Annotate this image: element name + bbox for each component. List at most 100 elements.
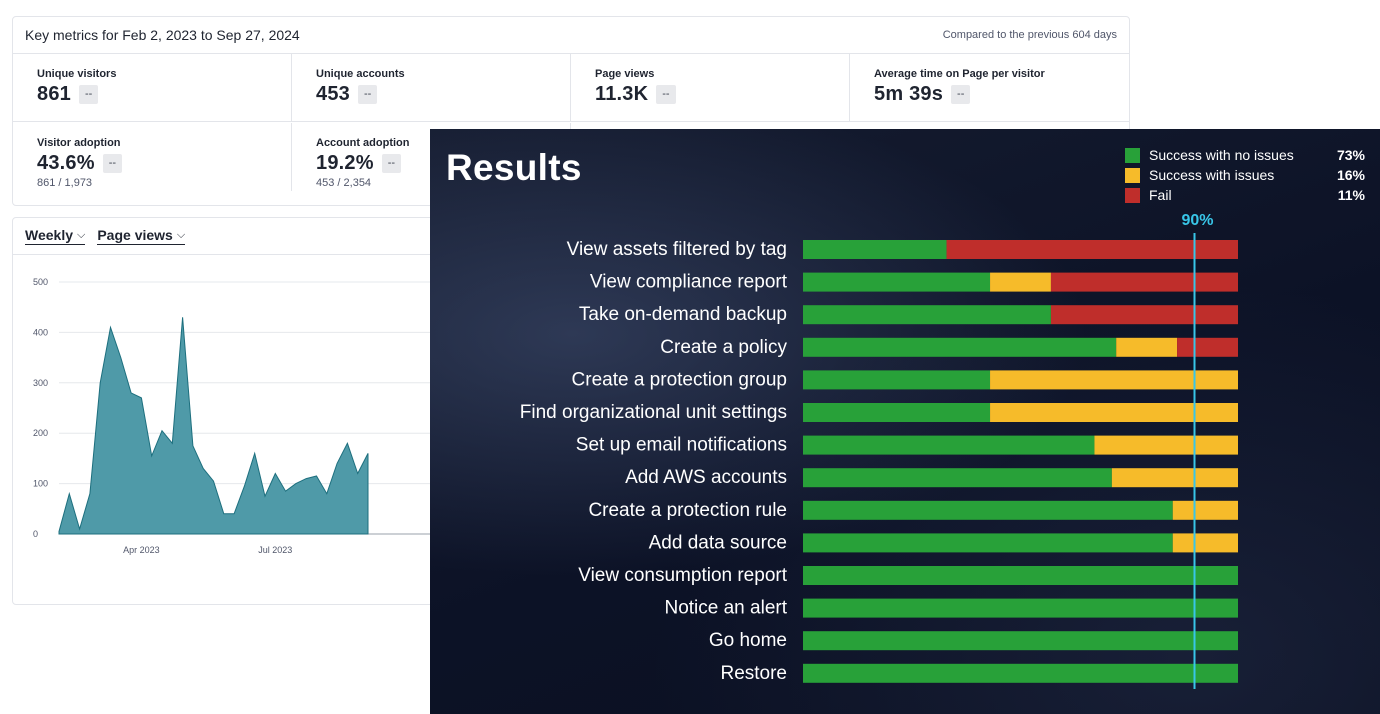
metric-account-adoption: Account adoption 19.2% -- 453 / 2,354 (292, 123, 571, 191)
metric-value: 5m 39s (874, 83, 944, 105)
results-title: Results (446, 147, 582, 188)
bar-segment-success (803, 566, 1238, 585)
legend-swatch (1125, 147, 1140, 163)
task-label: View compliance report (590, 272, 788, 293)
bar-segment-success (803, 435, 1095, 455)
key-metrics-title: Key metrics for Feb 2, 2023 to Sep 27, 2… (25, 27, 300, 43)
metric-delta-badge: -- (656, 85, 676, 104)
bar-segment-issues (1116, 337, 1178, 357)
chevron-down-icon: ⌵ (77, 228, 86, 241)
task-label: View assets filtered by tag (567, 239, 787, 260)
legend-item-fail: Fail 11% (1125, 185, 1365, 205)
interval-dropdown[interactable]: Weekly ⌵ (25, 227, 86, 245)
bar-segment-issues (990, 272, 1051, 292)
metric-label: Unique accounts (316, 68, 405, 80)
metric-value: 43.6% (37, 152, 95, 174)
bar-segment-issues (1094, 435, 1238, 455)
legend-swatch (1125, 167, 1140, 183)
bar-segment-success (803, 272, 991, 292)
metric-label: Visitor adoption (37, 137, 121, 149)
metric-subtext: 453 / 2,354 (316, 177, 372, 189)
legend-percent: 11% (1337, 187, 1365, 203)
bar-segment-success (803, 240, 947, 259)
bar-segment-fail (946, 240, 1238, 259)
legend-label: Fail (1149, 187, 1172, 203)
metric-value: 453 (316, 83, 350, 105)
metric-average-time: Average time on Page per visitor 5m 39s … (850, 54, 1129, 122)
bar-segment-issues (1172, 533, 1238, 553)
bar-segment-issues (990, 370, 1238, 390)
metric-label: Page views (595, 68, 655, 80)
legend-item-success: Success with no issues 73% (1125, 145, 1365, 165)
bar-segment-success (803, 370, 991, 390)
bar-segment-fail (1177, 337, 1238, 357)
threshold-label: 90% (1181, 212, 1213, 229)
legend-percent: 16% (1336, 167, 1365, 183)
task-label: Create a policy (660, 337, 787, 358)
y-tick-label: 0 (33, 529, 38, 539)
task-label: Notice an alert (664, 598, 787, 619)
bar-segment-success (803, 631, 1238, 651)
measure-dropdown[interactable]: Page views ⌵ (97, 227, 186, 245)
bar-segment-issues (1172, 500, 1238, 520)
y-tick-label: 400 (33, 327, 48, 337)
bar-segment-success (803, 468, 1112, 488)
task-label: Find organizational unit settings (520, 402, 787, 423)
y-tick-label: 300 (33, 378, 48, 388)
metric-label: Average time on Page per visitor (874, 68, 1045, 80)
legend-swatch (1125, 187, 1140, 203)
task-label: Add AWS accounts (625, 467, 787, 488)
comparison-note: Compared to the previous 604 days (942, 29, 1117, 41)
bar-segment-issues (1111, 468, 1238, 488)
metric-delta-badge: -- (78, 85, 99, 104)
bar-segment-success (803, 403, 991, 422)
bar-segment-success (803, 305, 1051, 325)
task-label: Restore (720, 663, 787, 684)
bar-segment-success (803, 663, 1238, 683)
metric-label: Unique visitors (37, 68, 117, 80)
results-stacked-bar-chart: View assets filtered by tag View complian… (520, 212, 1238, 689)
results-legend: Success with no issues 73% Success with … (1125, 145, 1365, 205)
bar-segment-fail (1050, 272, 1238, 292)
key-metrics-header: Key metrics for Feb 2, 2023 to Sep 27, 2… (13, 17, 1129, 54)
bar-segment-issues (990, 403, 1238, 422)
metric-visitor-adoption: Visitor adoption 43.6% -- 861 / 1,973 (13, 123, 292, 191)
x-tick-label: Jul 2023 (258, 545, 292, 555)
task-label: Create a protection rule (588, 500, 787, 521)
bar-segment-success (803, 598, 1238, 618)
interval-dropdown-label: Weekly (25, 227, 73, 243)
task-label: Take on-demand backup (579, 304, 787, 325)
bar-segment-success (803, 533, 1173, 553)
y-tick-label: 500 (33, 277, 48, 287)
y-tick-label: 200 (33, 428, 48, 438)
metric-page-views: Page views 11.3K -- (571, 54, 850, 122)
metric-delta-badge: -- (381, 154, 402, 173)
metric-subtext: 861 / 1,973 (37, 177, 93, 189)
metric-value: 11.3K (595, 83, 649, 105)
metric-delta-badge: -- (951, 85, 971, 104)
x-tick-label: Apr 2023 (123, 545, 160, 555)
chevron-down-icon: ⌵ (176, 228, 186, 241)
task-label: Set up email notifications (576, 435, 787, 456)
legend-percent: 73% (1336, 147, 1365, 163)
metric-value: 861 (37, 83, 71, 105)
metric-value: 19.2% (316, 152, 374, 174)
task-label: Add data source (649, 532, 787, 553)
metric-delta-badge: -- (357, 85, 378, 104)
metric-label: Account adoption (316, 137, 410, 149)
legend-label: Success with issues (1149, 167, 1275, 183)
legend-label: Success with no issues (1149, 147, 1294, 163)
y-tick-label: 100 (33, 479, 48, 489)
metric-unique-visitors: Unique visitors 861 -- (13, 54, 292, 122)
metric-delta-badge: -- (102, 154, 123, 173)
task-label: View consumption report (578, 565, 787, 586)
page-views-area (58, 317, 369, 535)
measure-dropdown-label: Page views (97, 227, 173, 243)
task-label: Create a protection group (572, 369, 787, 390)
bar-segment-success (803, 500, 1173, 520)
bar-segment-success (803, 337, 1117, 357)
results-slide: View assets filtered by tag View complian… (430, 129, 1380, 714)
task-label: Go home (709, 630, 787, 651)
legend-item-issues: Success with issues 16% (1125, 165, 1365, 185)
metric-unique-accounts: Unique accounts 453 -- (292, 54, 571, 122)
